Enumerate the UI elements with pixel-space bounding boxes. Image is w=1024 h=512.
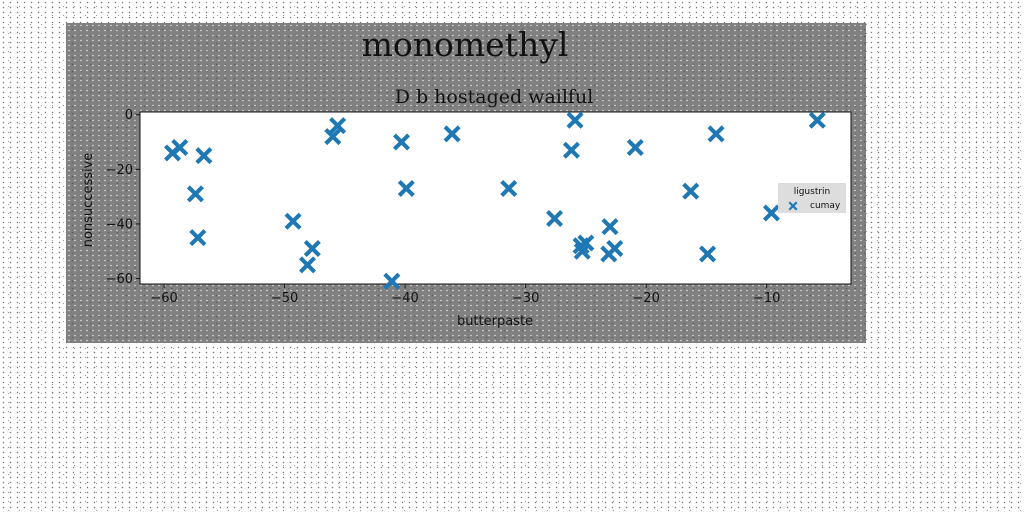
data-point — [546, 209, 564, 227]
data-point — [443, 125, 461, 143]
data-points — [164, 111, 826, 290]
data-point — [707, 125, 725, 143]
data-point — [329, 117, 347, 135]
data-point — [600, 245, 618, 263]
x-tick-label: −50 — [271, 291, 298, 306]
plot-area — [139, 111, 852, 285]
legend-box — [778, 183, 846, 213]
legend-marker-shape — [788, 201, 798, 211]
data-point — [699, 245, 717, 263]
data-point — [808, 111, 826, 129]
data-point — [171, 138, 189, 156]
y-axis-label: nonsuccessive — [81, 153, 96, 248]
legend-marker-x-icon — [788, 201, 798, 211]
data-point — [299, 256, 317, 274]
data-point — [303, 240, 321, 258]
x-axis-ticks: −60 −50 −40 −30 −20 −10 — [150, 284, 780, 306]
legend-title: ligustrin — [794, 187, 831, 197]
x-axis-label: butterpaste — [457, 314, 533, 329]
x-tick-label: −10 — [753, 291, 780, 306]
data-point — [682, 182, 700, 200]
legend-series-label: cumay — [810, 201, 841, 211]
chart-title: monomethyl — [362, 25, 569, 64]
y-axis-ticks: 0 −20 −40 −60 — [106, 108, 140, 287]
x-tick-label: −40 — [391, 291, 418, 306]
data-point — [601, 218, 619, 236]
data-point — [500, 179, 518, 197]
x-tick-label: −30 — [512, 291, 539, 306]
data-point — [324, 128, 342, 146]
data-point — [577, 234, 595, 252]
data-point — [573, 242, 591, 260]
y-tick-label: −60 — [106, 272, 133, 287]
y-tick-label: −20 — [106, 163, 133, 178]
data-point — [762, 204, 780, 222]
data-point — [189, 229, 207, 247]
data-point — [562, 141, 580, 159]
y-tick-label: −40 — [106, 217, 133, 232]
chart-subtitle: D b hostaged wailful — [395, 86, 594, 108]
data-point — [195, 147, 213, 165]
data-point — [626, 138, 644, 156]
data-point — [284, 212, 302, 230]
data-point — [393, 133, 411, 151]
data-point — [383, 272, 401, 290]
data-point — [186, 185, 204, 203]
legend: ligustrin cumay — [778, 183, 846, 213]
y-tick-label: 0 — [125, 108, 133, 123]
data-point — [397, 179, 415, 197]
data-point — [566, 111, 584, 129]
x-tick-label: −60 — [150, 291, 177, 306]
x-tick-label: −20 — [632, 291, 659, 306]
